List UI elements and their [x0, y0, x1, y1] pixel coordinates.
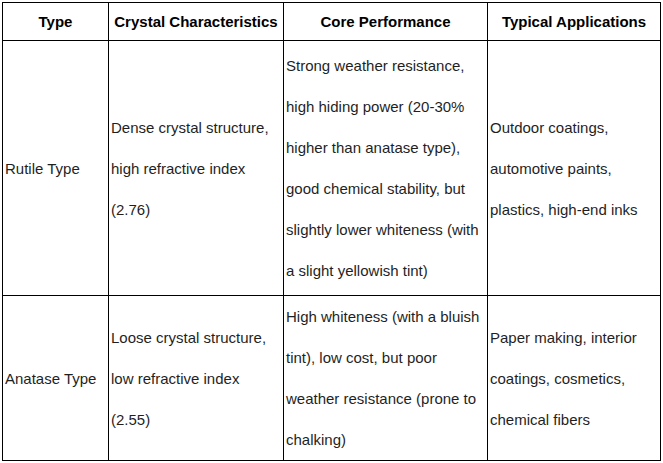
cell-anatase-crystal-characteristics: Loose crystal structure, low refractive … — [109, 296, 284, 461]
header-row: Type Crystal Characteristics Core Perfor… — [3, 3, 661, 41]
header-crystal-characteristics: Crystal Characteristics — [109, 3, 284, 41]
header-typical-applications: Typical Applications — [488, 3, 661, 41]
cell-anatase-typical-applications: Paper making, interior coatings, cosmeti… — [488, 296, 661, 461]
header-type: Type — [3, 3, 109, 41]
titanium-dioxide-comparison-table: Type Crystal Characteristics Core Perfor… — [2, 2, 661, 461]
cell-rutile-type: Rutile Type — [3, 41, 109, 296]
table-row-anatase: Anatase Type Loose crystal structure, lo… — [3, 296, 661, 461]
header-core-performance: Core Performance — [284, 3, 488, 41]
cell-anatase-core-performance: High whiteness (with a bluish tint), low… — [284, 296, 488, 461]
cell-rutile-crystal-characteristics: Dense crystal structure, high refractive… — [109, 41, 284, 296]
cell-rutile-core-performance: Strong weather resistance, high hiding p… — [284, 41, 488, 296]
table-row-rutile: Rutile Type Dense crystal structure, hig… — [3, 41, 661, 296]
cell-anatase-type: Anatase Type — [3, 296, 109, 461]
cell-rutile-typical-applications: Outdoor coatings, automotive paints, pla… — [488, 41, 661, 296]
